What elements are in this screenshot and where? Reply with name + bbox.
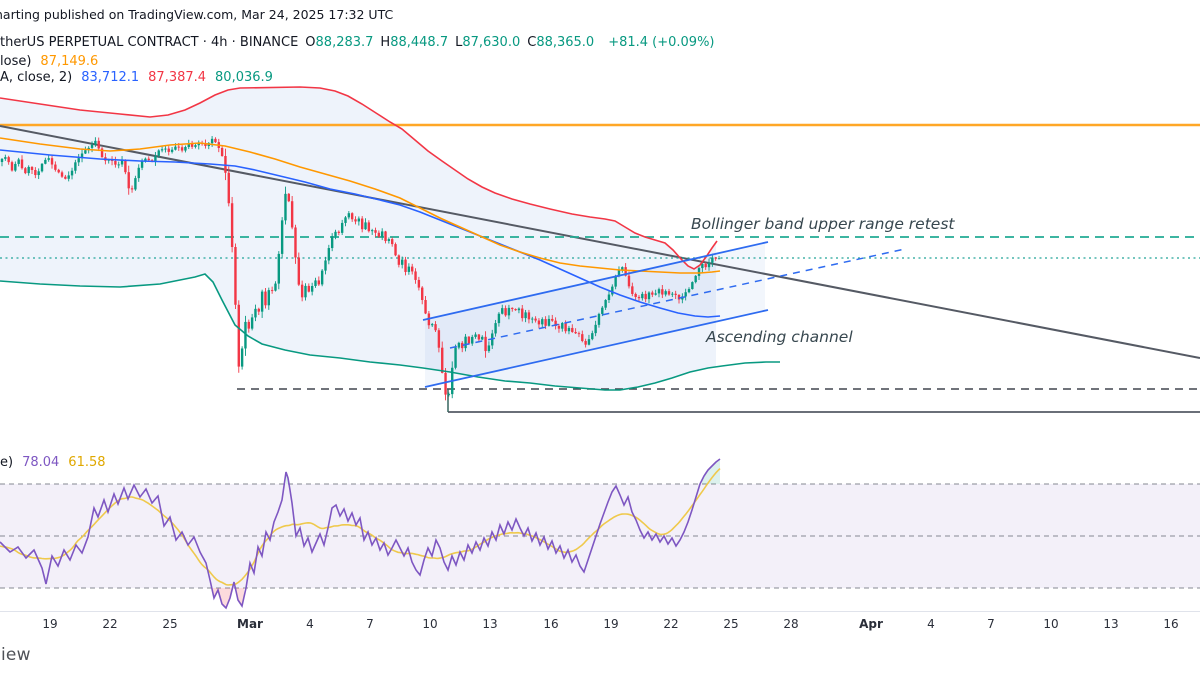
x-axis-label: 7: [987, 617, 995, 631]
ema-label: lose): [0, 54, 32, 69]
x-axis-label: 16: [1163, 617, 1179, 631]
ohlc-pair: L87,630.0: [455, 35, 521, 50]
price-change: +81.4 (+0.09%): [608, 35, 715, 50]
attribution-text: harting published on TradingView.com, Ma…: [0, 7, 394, 22]
x-axis-label: 25: [162, 617, 178, 631]
annotation-ascending-channel: Ascending channel: [706, 328, 853, 346]
x-axis-label: 10: [1043, 617, 1059, 631]
x-axis-label: 22: [102, 617, 118, 631]
indicator-value: 61.58: [68, 455, 106, 470]
x-axis-label: 22: [663, 617, 679, 631]
bollinger-values: 83,712.1 87,387.4 80,036.9: [81, 70, 282, 85]
indicator-value: 83,712.1: [81, 70, 140, 85]
ohlc-pair: O88,283.7: [305, 35, 374, 50]
x-axis-label: 4: [927, 617, 935, 631]
ohlc-pair: C88,365.0: [527, 35, 595, 50]
tradingview-logo-text: iew: [1, 645, 31, 665]
x-axis-label: 13: [482, 617, 498, 631]
x-axis-label: 10: [422, 617, 438, 631]
bollinger-indicator-legend[interactable]: A, close, 2) 83,712.1 87,387.4 80,036.9: [0, 70, 282, 85]
rsi-values: 78.04 61.58: [22, 455, 114, 470]
bollinger-label: A, close, 2): [0, 70, 73, 85]
annotation-bollinger-retest: Bollinger band upper range retest: [691, 215, 955, 233]
x-axis-label: 19: [42, 617, 58, 631]
ohlc-values: O88,283.7 H88,448.7 L87,630.0 C88,365.0: [305, 35, 601, 50]
x-axis-label: 13: [1103, 617, 1119, 631]
symbol-name: therUS PERPETUAL CONTRACT · 4h · BINANCE: [0, 35, 299, 50]
indicator-value: 87,387.4: [148, 70, 207, 85]
x-axis-label: 28: [783, 617, 799, 631]
ohlc-pair: H88,448.7: [380, 35, 449, 50]
rsi-indicator-legend[interactable]: e) 78.04 61.58: [0, 455, 115, 470]
x-axis-label: Apr: [859, 617, 883, 631]
symbol-legend-row[interactable]: therUS PERPETUAL CONTRACT · 4h · BINANCE…: [0, 35, 715, 50]
x-axis-label: 19: [603, 617, 619, 631]
x-axis-label: 7: [366, 617, 374, 631]
ema-value: 87,149.6: [40, 54, 99, 69]
x-axis-label: 25: [723, 617, 739, 631]
ema-indicator-legend[interactable]: lose) 87,149.6: [0, 54, 98, 69]
x-axis-label: 16: [543, 617, 559, 631]
x-axis-label: 4: [306, 617, 314, 631]
x-axis-label: Mar: [237, 617, 263, 631]
indicator-value: 78.04: [22, 455, 60, 470]
rsi-label: e): [0, 455, 14, 470]
indicator-value: 80,036.9: [215, 70, 273, 85]
